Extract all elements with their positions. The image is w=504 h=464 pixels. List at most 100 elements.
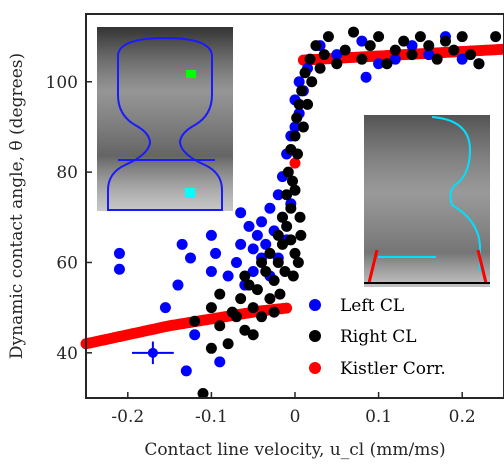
right-inset-contact-line (431, 116, 481, 272)
left-cl-point (289, 121, 301, 133)
left-cl-point (251, 229, 263, 241)
left-cl-point (247, 243, 259, 255)
x-axis-ticks: -0.2 -0.1 0 0.1 0.2 (111, 392, 476, 427)
right-cl-point (356, 53, 368, 65)
legend-label-kistler: Kistler Corr. (340, 359, 446, 379)
kistler-point (495, 43, 504, 55)
right-cl-point (285, 202, 297, 214)
left-inset-drop-outline (107, 36, 223, 211)
left-cl-point (293, 76, 305, 88)
error-bar-point (147, 347, 158, 358)
right-cl-point (285, 234, 297, 246)
right-cl-point (294, 211, 306, 223)
right-cl-point (314, 62, 326, 74)
right-cl-point (276, 211, 288, 223)
right-contact-line-inset-image (364, 115, 490, 287)
y-tick-label: 40 (56, 344, 78, 364)
x-tick-label: 0.2 (449, 407, 476, 427)
y-axis-title: Dynamic contact angle, θ (degrees) (7, 53, 27, 359)
right-cl-point (205, 342, 217, 354)
left-cl-point (331, 49, 343, 61)
right-cl-point (256, 311, 268, 323)
left-contact-line-inset-image (97, 27, 233, 211)
right-cl-point (293, 98, 305, 110)
left-cl-point (389, 53, 401, 65)
right-cl-point (274, 288, 286, 300)
left-cl-point (235, 207, 247, 219)
left-cl-point (373, 58, 385, 70)
left-cl-point (113, 247, 125, 259)
legend: Left CL Right CL Kistler Corr. (309, 296, 446, 379)
right-cl-point (251, 284, 263, 296)
left-cl-point (185, 252, 196, 264)
right-cl-point (296, 85, 308, 97)
y-axis-ticks: 40 60 80 100 (46, 73, 92, 364)
right-cl-point (289, 130, 301, 142)
right-cl-point (348, 26, 360, 38)
right-cl-point (456, 31, 468, 43)
legend-label-left: Left CL (340, 296, 404, 316)
left-cl-point (113, 263, 125, 275)
right-cl-point (364, 40, 376, 52)
left-cl-point (272, 189, 284, 201)
right-cl-point (260, 266, 272, 278)
x-tick-label: -0.1 (195, 407, 228, 427)
right-cl-point (247, 302, 259, 314)
right-cl-point (205, 302, 217, 314)
right-cl-point (289, 247, 301, 259)
right-cl-point (226, 306, 238, 318)
right-cl-point (373, 31, 385, 43)
left-cl-point (230, 256, 242, 268)
x-tick-label: -0.2 (111, 407, 144, 427)
left-cl-point (260, 238, 272, 250)
right-cl-point (264, 247, 276, 259)
right-cl-point (423, 40, 435, 52)
plot-frame (85, 13, 504, 399)
right-cl-point (322, 31, 334, 43)
right-cl-point (398, 35, 410, 47)
right-cl-point (473, 58, 485, 70)
right-cl-point (414, 31, 426, 43)
left-cl-point (360, 71, 372, 83)
left-cl-point (356, 35, 368, 47)
right-cl-point (281, 220, 293, 232)
legend-swatch-kistler (309, 362, 321, 374)
left-inset-cyan-marker (185, 188, 195, 198)
kistler-point (278, 302, 290, 314)
left-cl-point (189, 329, 201, 341)
legend-label-right: Right CL (340, 327, 417, 347)
y-tick-label: 100 (46, 73, 78, 93)
kistler-point (289, 157, 301, 169)
left-cl-point (406, 40, 418, 52)
right-cl-point (299, 67, 311, 79)
right-cl-point (286, 175, 298, 187)
right-cl-point (310, 40, 322, 52)
right-cl-point (276, 238, 288, 250)
right-cl-point (256, 256, 268, 268)
right-cl-point (243, 279, 255, 291)
left-cl-point (172, 279, 184, 291)
legend-swatch-right (309, 330, 321, 342)
right-cl-point (279, 266, 291, 278)
right-cl-point (381, 58, 393, 70)
right-cl-point (239, 270, 251, 282)
left-cl-point (205, 266, 217, 278)
right-cl-point (235, 293, 247, 305)
left-cl-point (159, 302, 171, 314)
right-cl-point (465, 49, 477, 61)
left-cl-point (456, 53, 468, 65)
right-cl-point (268, 306, 280, 318)
legend-swatch-left (309, 299, 321, 311)
right-cl-point (197, 387, 209, 399)
y-tick-label: 80 (56, 163, 78, 183)
right-cl-point (292, 148, 304, 160)
right-cl-point (281, 189, 293, 201)
left-cl-point (256, 216, 268, 228)
left-cl-point (210, 247, 222, 259)
left-cl-point (205, 229, 217, 241)
left-cl-point (243, 220, 255, 232)
right-cl-point (287, 270, 299, 282)
left-cl-point (423, 49, 435, 61)
right-cl-point (264, 293, 276, 305)
